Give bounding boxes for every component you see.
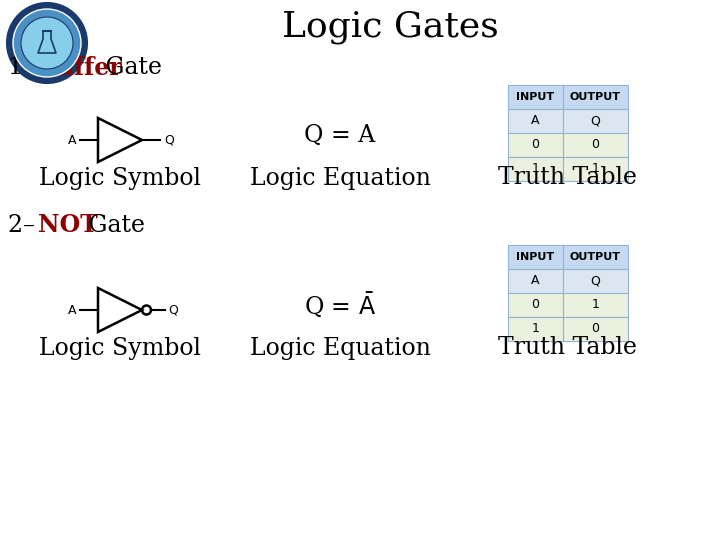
Text: Q = $\bar{\mathrm{A}}$: Q = $\bar{\mathrm{A}}$ [304,291,376,320]
Bar [508,157,563,181]
Text: Logic Equation: Logic Equation [250,166,431,190]
Text: Q: Q [590,114,600,127]
Bar [508,133,563,157]
Text: Logic Equation: Logic Equation [250,336,431,360]
Text: OUTPUT: OUTPUT [570,92,621,102]
Text: Logic Symbol: Logic Symbol [39,336,201,360]
Bar [508,317,563,341]
Text: Logic Symbol: Logic Symbol [39,166,201,190]
Bar [508,109,563,133]
Text: Buffer: Buffer [38,56,122,80]
Bar [563,245,628,269]
Text: 0: 0 [531,138,539,152]
Bar [563,293,628,317]
Text: Truth Table: Truth Table [498,336,637,360]
Text: Q: Q [164,133,174,146]
Circle shape [21,17,73,69]
Bar [563,317,628,341]
Text: 1–: 1– [8,57,42,79]
Text: INPUT: INPUT [516,92,554,102]
Text: 1: 1 [592,299,600,312]
Text: 0: 0 [592,138,600,152]
Text: Q: Q [168,303,178,316]
Text: NOT: NOT [38,213,98,237]
Bar [563,109,628,133]
Bar [508,85,563,109]
Text: Gate: Gate [81,213,145,237]
Bar [508,269,563,293]
Text: 0: 0 [531,299,539,312]
Text: A: A [68,133,76,146]
Text: 1: 1 [531,163,539,176]
Bar [508,245,563,269]
Text: 1: 1 [592,163,600,176]
Circle shape [7,3,87,83]
Text: A: A [531,114,540,127]
Text: OUTPUT: OUTPUT [570,252,621,262]
Bar [508,293,563,317]
Bar [563,269,628,293]
Text: A: A [531,274,540,287]
Bar [563,85,628,109]
Bar [563,157,628,181]
Text: INPUT: INPUT [516,252,554,262]
Text: A: A [68,303,76,316]
Text: Gate: Gate [98,57,162,79]
Text: 2–: 2– [8,213,42,237]
Text: Q: Q [590,274,600,287]
Bar [563,133,628,157]
Circle shape [13,9,81,77]
Text: 1: 1 [531,322,539,335]
Text: Q = A: Q = A [305,124,376,146]
Text: Logic Gates: Logic Gates [282,10,498,44]
Text: 0: 0 [592,322,600,335]
Text: Truth Table: Truth Table [498,166,637,190]
